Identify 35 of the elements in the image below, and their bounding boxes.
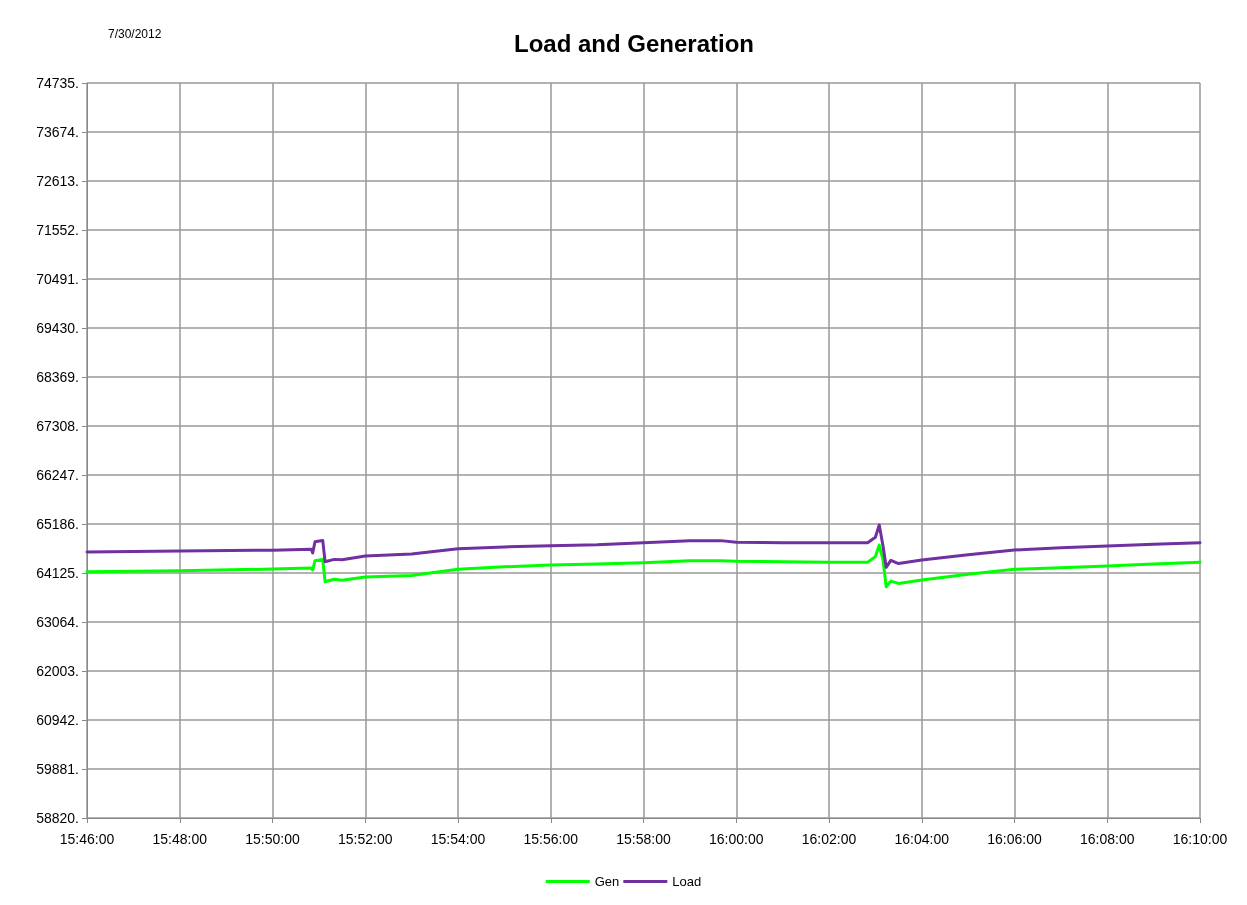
y-tick-label: 68369.	[36, 369, 79, 385]
x-tick-label: 16:00:00	[709, 831, 764, 847]
x-tick-label: 15:58:00	[616, 831, 671, 847]
x-tick-label: 16:10:00	[1172, 831, 1228, 847]
y-tick-label: 63064.	[36, 614, 79, 630]
y-tick-label: 70491.	[36, 271, 79, 287]
x-tick-label: 16:08:00	[1080, 831, 1135, 847]
x-tick-label: 16:06:00	[987, 831, 1042, 847]
y-tick-label: 72613.	[36, 173, 79, 189]
y-tick-label: 58820.	[36, 810, 79, 826]
y-tick-label: 59881.	[36, 761, 79, 777]
x-tick-label: 15:54:00	[430, 831, 486, 847]
x-tick-label: 15:52:00	[338, 831, 393, 847]
x-tick-label: 16:04:00	[894, 831, 950, 847]
y-tick-label: 60942.	[36, 712, 79, 728]
legend-label: Load	[672, 874, 702, 889]
chart-title: Load and Generation	[513, 29, 755, 57]
text: 7/30/2012	[108, 27, 162, 41]
x-tick-label: 15:46:00	[59, 831, 115, 847]
y-tick-label: 67308.	[36, 418, 79, 434]
x-tick-label: 15:48:00	[152, 831, 208, 847]
y-tick-label: 74735.	[36, 75, 79, 91]
x-tick-label: 15:50:00	[245, 831, 300, 847]
y-tick-label: 69430.	[36, 320, 79, 336]
y-tick-label: 73674.	[36, 124, 79, 140]
y-tick-label: 66247.	[36, 467, 79, 483]
y-tick-label: 64125.	[36, 565, 79, 581]
x-tick-label: 15:56:00	[523, 831, 579, 847]
y-tick-label: 62003.	[36, 663, 79, 679]
y-tick-label: 71552.	[36, 222, 79, 238]
line-series	[85, 523, 1202, 569]
x-tick-label: 16:02:00	[801, 831, 857, 847]
legend-label: Gen	[594, 874, 620, 889]
line-series	[85, 543, 1202, 589]
y-tick-label: 65186.	[36, 516, 79, 532]
